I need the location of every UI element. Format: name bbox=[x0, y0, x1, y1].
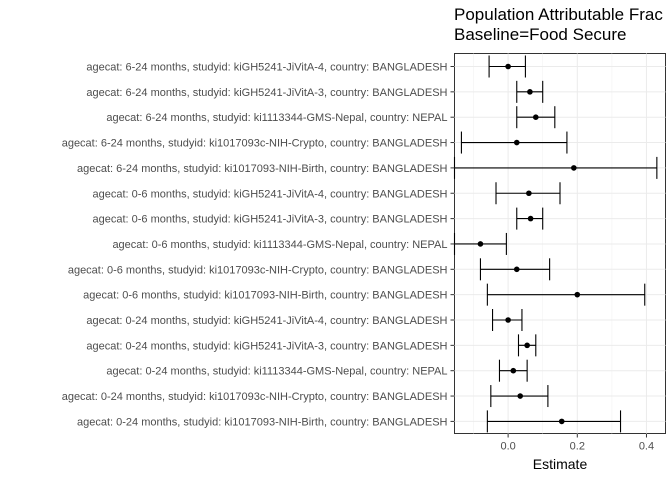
error-bar bbox=[488, 55, 526, 78]
point-estimate bbox=[513, 266, 520, 273]
y-tick-label: agecat: 0-24 months, studyid: ki1017093-… bbox=[77, 416, 448, 428]
x-tick-label: 0.2 bbox=[570, 441, 585, 453]
point-estimate bbox=[574, 291, 581, 298]
point-estimate bbox=[505, 317, 511, 323]
y-tick-label: agecat: 0-6 months, studyid: kiGH5241-Ji… bbox=[92, 188, 447, 200]
error-bar bbox=[491, 309, 523, 331]
error-bar bbox=[486, 283, 646, 306]
y-tick-label: agecat: 0-24 months, studyid: kiGH5241-J… bbox=[86, 340, 447, 352]
y-tick-label: agecat: 0-6 months, studyid: ki1113344-G… bbox=[112, 239, 447, 251]
error-bar bbox=[516, 80, 544, 103]
y-axis-labels: agecat: 6-24 months, studyid: kiGH5241-J… bbox=[62, 62, 455, 428]
point-estimate bbox=[527, 89, 533, 95]
error-bar bbox=[516, 207, 544, 230]
x-tick-label: 0.4 bbox=[639, 441, 654, 453]
error-bar bbox=[516, 106, 556, 129]
point-estimate bbox=[510, 367, 517, 374]
point-estimate bbox=[526, 190, 532, 197]
point-estimate bbox=[532, 114, 539, 120]
y-tick-label: agecat: 6-24 months, studyid: ki1017093c… bbox=[62, 138, 448, 150]
point-estimate bbox=[517, 393, 524, 399]
error-bar bbox=[490, 385, 549, 408]
error-bar bbox=[495, 182, 561, 205]
y-tick-label: agecat: 0-24 months, studyid: ki1113344-… bbox=[106, 366, 447, 378]
point-estimate bbox=[505, 63, 511, 70]
x-axis-label: Estimate bbox=[533, 456, 588, 472]
chart-title-line-2: Baseline=Food Secure bbox=[454, 25, 626, 44]
y-tick-label: agecat: 6-24 months, studyid: kiGH5241-J… bbox=[86, 87, 447, 99]
error-bar bbox=[517, 334, 537, 357]
chart-title-line-1: Population Attributable Frac bbox=[454, 5, 663, 24]
error-bar bbox=[479, 258, 551, 281]
error-bar bbox=[486, 410, 622, 433]
x-tick-label: 0.0 bbox=[500, 441, 515, 453]
y-tick-label: agecat: 0-24 months, studyid: kiGH5241-J… bbox=[86, 315, 447, 327]
point-estimate bbox=[527, 215, 534, 222]
point-estimate bbox=[477, 241, 484, 247]
error-bar bbox=[460, 131, 568, 154]
error-bars bbox=[453, 55, 658, 433]
y-tick-label: agecat: 0-6 months, studyid: ki1017093-N… bbox=[83, 290, 447, 302]
point-estimate bbox=[513, 139, 520, 146]
point-estimate bbox=[558, 418, 565, 425]
y-tick-label: agecat: 6-24 months, studyid: ki1113344-… bbox=[106, 112, 447, 124]
y-tick-label: agecat: 6-24 months, studyid: ki1017093-… bbox=[77, 163, 448, 175]
y-tick-label: agecat: 6-24 months, studyid: kiGH5241-J… bbox=[86, 62, 447, 74]
y-tick-label: agecat: 0-6 months, studyid: ki1017093c-… bbox=[68, 264, 448, 276]
error-bar bbox=[498, 359, 528, 382]
y-tick-label: agecat: 0-6 months, studyid: kiGH5241-Ji… bbox=[92, 214, 447, 226]
x-axis-ticks: 0.0 0.2 0.4 bbox=[500, 433, 654, 453]
point-estimate bbox=[571, 165, 577, 171]
point-estimate bbox=[524, 342, 530, 349]
y-tick-label: agecat: 0-24 months, studyid: ki1017093c… bbox=[62, 391, 448, 403]
